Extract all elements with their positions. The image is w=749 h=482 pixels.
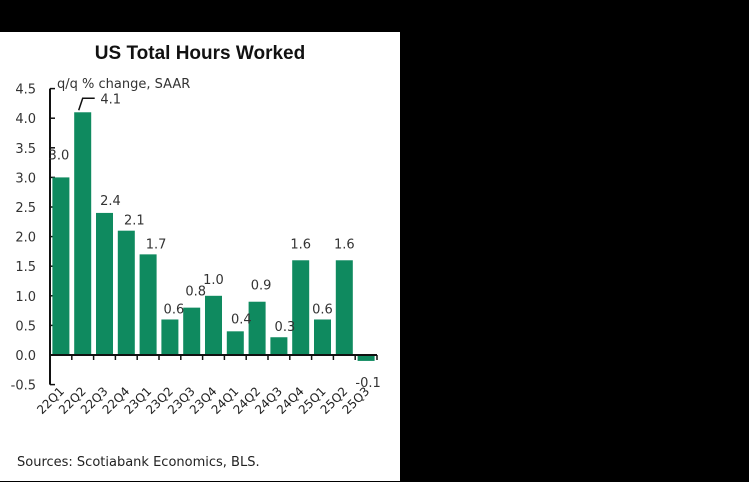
y-tick-label: 3.5: [15, 142, 36, 157]
value-label: 1.0: [203, 273, 224, 288]
y-tick-label: 0.5: [15, 319, 36, 334]
bar-24Q2: [248, 301, 266, 355]
bar-22Q2: [74, 112, 92, 355]
y-tick-label: 1.5: [15, 260, 36, 275]
value-label: 0.8: [185, 285, 206, 300]
bar-24Q3: [270, 337, 288, 355]
value-label: 1.7: [146, 237, 167, 252]
y-tick-label: 2.5: [15, 201, 36, 216]
value-label: 2.1: [124, 214, 145, 229]
bar-23Q4: [204, 295, 223, 355]
value-label: 0.3: [275, 320, 296, 335]
bar-22Q1: [52, 177, 70, 355]
value-label: 1.6: [290, 237, 311, 252]
bar-25Q2: [335, 260, 353, 355]
value-label: 2.4: [100, 194, 121, 209]
bar-25Q3: [357, 355, 375, 361]
bar-22Q4: [117, 230, 135, 355]
bar-22Q3: [95, 212, 114, 355]
y-tick-label: 3.0: [15, 171, 36, 186]
y-tick-label: 0.0: [15, 349, 36, 364]
bar-23Q3: [183, 307, 201, 355]
y-tick-label: 2.0: [15, 231, 36, 246]
value-label: -0.1: [355, 376, 380, 391]
y-tick-label: -0.5: [11, 379, 36, 394]
y-tick-label: 1.0: [15, 290, 36, 305]
bar-24Q1: [226, 331, 244, 355]
label-leader: [77, 97, 95, 111]
value-label: 3.0: [49, 148, 70, 163]
value-label: 0.6: [312, 302, 333, 317]
chart-subtitle: q/q % change, SAAR: [57, 77, 190, 92]
y-tick-label: 4.0: [15, 112, 36, 127]
bar-23Q2: [161, 319, 179, 355]
bar-23Q1: [139, 254, 157, 355]
y-tick-label: 4.5: [15, 83, 36, 98]
value-label: 4.1: [100, 92, 121, 107]
bar-25Q1: [313, 319, 332, 355]
bar-24Q4: [292, 260, 310, 355]
chart-title: US Total Hours Worked: [94, 43, 306, 64]
value-label: 0.6: [164, 302, 185, 317]
value-label: 0.9: [251, 279, 272, 294]
chart-source: Sources: Scotiabank Economics, BLS.: [17, 455, 260, 470]
value-label: 0.4: [231, 312, 252, 327]
value-label: 1.6: [334, 237, 355, 252]
